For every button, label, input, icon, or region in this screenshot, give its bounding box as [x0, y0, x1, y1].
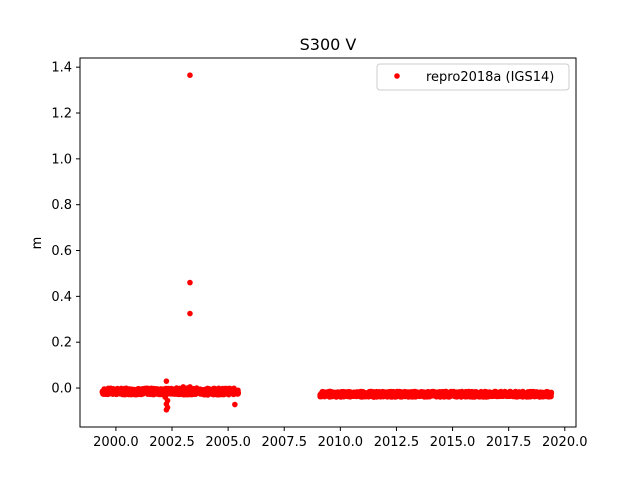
data-point [443, 388, 449, 395]
y-tick-label: 1.0 [51, 152, 72, 167]
data-point [164, 397, 171, 404]
data-point [209, 389, 216, 396]
data-point [99, 389, 106, 396]
y-tick-label: 0.6 [51, 244, 72, 259]
data-point [460, 390, 467, 397]
data-point [496, 393, 503, 399]
data-point [193, 385, 200, 391]
x-tick-label: 2005.0 [205, 435, 251, 450]
data-point [187, 279, 193, 286]
data-point [452, 389, 458, 396]
data-point [532, 390, 539, 397]
data-point [548, 390, 555, 397]
data-point [362, 393, 368, 399]
data-point [187, 310, 193, 317]
data-point [235, 389, 242, 396]
data-point [205, 392, 211, 398]
data-point [113, 389, 119, 396]
data-point [126, 388, 133, 395]
data-point [218, 389, 225, 396]
data-point [189, 386, 196, 392]
data-point [416, 389, 422, 396]
data-point [182, 389, 189, 396]
data-point [146, 389, 153, 396]
legend-box [376, 63, 570, 91]
data-point [398, 390, 404, 397]
data-point [232, 401, 238, 408]
data-point [202, 386, 209, 392]
data-point [164, 404, 171, 411]
x-tick-label: 2007.5 [261, 435, 307, 450]
data-point [541, 392, 548, 398]
data-point [523, 392, 530, 398]
data-point [326, 390, 332, 397]
y-axis: 0.0 0.2 0.4 0.6 0.8 1.0 1.2 1.4 [51, 61, 80, 397]
y-tick-label: 1.2 [51, 107, 72, 122]
data-point [227, 388, 234, 395]
data-point [133, 389, 139, 396]
y-tick-label: 0.4 [51, 290, 72, 305]
data-points-layer [99, 72, 555, 413]
data-point [469, 389, 476, 396]
data-point [407, 392, 413, 398]
legend-label-repro2018a: repro2018a (IGS14) [426, 70, 554, 85]
data-point [434, 389, 440, 396]
data-point [487, 392, 494, 398]
legend-marker-repro2018a [394, 73, 400, 79]
data-point [514, 393, 521, 399]
x-tick-label: 2020.0 [542, 435, 588, 450]
data-point [353, 392, 359, 398]
data-point [104, 390, 110, 397]
data-point [198, 387, 204, 394]
x-tick-label: 2017.5 [486, 435, 532, 450]
data-point [223, 390, 229, 397]
plot-area-frame [79, 57, 577, 428]
data-point [187, 72, 193, 78]
data-point [173, 385, 180, 391]
x-tick-label: 2015.0 [430, 435, 476, 450]
x-axis: 2000.0 2002.5 2005.0 2007.5 2010.0 2012.5 2015… [93, 427, 588, 450]
y-tick-label: 0.2 [51, 336, 72, 351]
data-point [478, 390, 485, 397]
data-point [153, 390, 160, 397]
y-tick-label: 1.4 [51, 61, 72, 76]
data-point [380, 393, 386, 399]
y-axis-label: m [30, 237, 45, 250]
y-tick-label: 0.8 [51, 198, 72, 213]
data-point [214, 387, 220, 394]
chart-title: S300 V [300, 35, 357, 54]
x-tick-label: 2012.5 [374, 435, 420, 450]
data-point [163, 378, 170, 384]
data-point [389, 392, 395, 398]
data-point [108, 388, 115, 395]
data-point [119, 390, 126, 397]
data-point [505, 392, 512, 398]
data-point [371, 394, 377, 401]
data-point [425, 390, 431, 397]
data-point [335, 393, 341, 399]
legend: repro2018a (IGS14) [376, 63, 570, 91]
data-point [169, 387, 175, 394]
x-tick-label: 2000.0 [93, 435, 139, 450]
data-point [140, 387, 146, 394]
data-point [317, 392, 323, 398]
x-tick-label: 2010.0 [318, 435, 364, 450]
data-point [344, 392, 350, 398]
x-tick-label: 2002.5 [149, 435, 195, 450]
data-point [180, 384, 187, 390]
y-tick-label: 0.0 [51, 382, 72, 397]
data-point [160, 389, 166, 396]
